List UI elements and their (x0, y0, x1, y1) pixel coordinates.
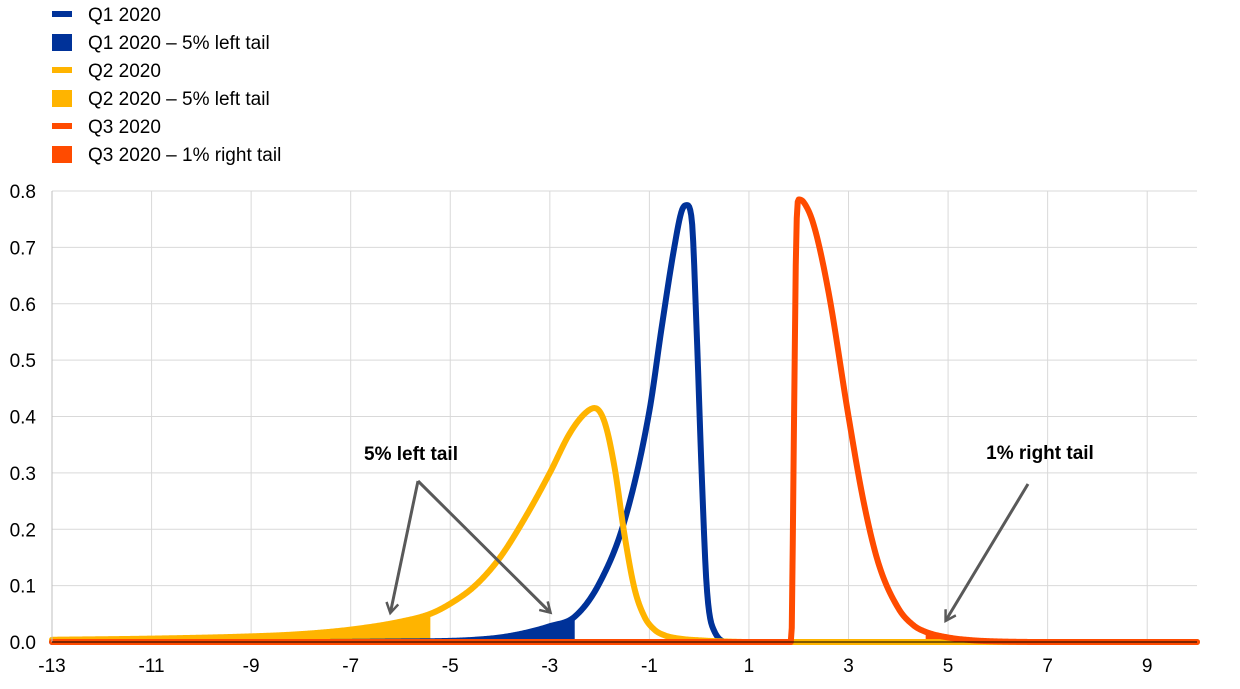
x-tick-label: -7 (342, 656, 359, 677)
annotation-left-tail-label: 5% left tail (364, 444, 458, 465)
y-tick-label: 0.8 (10, 182, 36, 203)
legend-label: Q3 2020 (88, 117, 161, 138)
annotation-arrow-right-tail (946, 483, 1030, 620)
annotation-right-tail-label: 1% right tail (986, 443, 1094, 464)
y-tick-label: 0.4 (10, 408, 37, 429)
x-tick-label: 9 (1142, 656, 1153, 677)
y-tick-label: 0.7 (10, 238, 36, 259)
legend-line-swatch (52, 123, 72, 129)
legend-label: Q1 2020 – 5% left tail (88, 33, 270, 54)
series-line-q3-2020 (49, 196, 1200, 645)
annotations: 5% left tail 1% right tail (364, 443, 1094, 620)
y-tick-label: 0.3 (10, 464, 36, 485)
x-tick-label: -1 (641, 656, 658, 677)
x-tick-label: 3 (843, 656, 854, 677)
legend-line-swatch (52, 11, 72, 17)
legend-area-swatch (52, 34, 72, 51)
y-tick-label: 0.2 (10, 520, 36, 541)
annotation-arrow-left-tail (416, 479, 550, 612)
y-tick-label: 0.0 (10, 633, 36, 654)
y-tick-label: 0.5 (10, 351, 36, 372)
legend-label: Q2 2020 – 5% left tail (88, 89, 270, 110)
x-tick-label: -13 (38, 656, 65, 677)
axes: 0.00.10.20.30.40.50.60.70.8-13 -11 -9 -7 -5-… (10, 182, 1197, 677)
legend-area-swatch (52, 90, 72, 107)
x-tick-label: -3 (541, 656, 558, 677)
x-tick-label: 5 (943, 656, 954, 677)
x-tick-label: 7 (1042, 656, 1053, 677)
x-tick-label: -11 (139, 656, 165, 677)
x-tick-label: 1 (744, 656, 755, 677)
legend-label: Q2 2020 (88, 61, 161, 82)
y-tick-label: 0.6 (10, 295, 36, 316)
legend: Q1 2020 Q1 2020 – 5% left tail Q2 2020 Q2 2… (52, 5, 281, 166)
legend-line-swatch (52, 67, 72, 73)
y-tick-label: 0.1 (10, 577, 36, 598)
density-lines (49, 196, 1200, 645)
legend-label: Q3 2020 – 1% right tail (88, 145, 281, 166)
x-tick-label: -9 (243, 656, 260, 677)
legend-area-swatch (52, 146, 72, 163)
series-line-q1-2020 (49, 202, 1200, 645)
legend-label: Q1 2020 (88, 5, 161, 26)
annotation-arrow-left-tail (391, 480, 420, 612)
tail-area-q2-2020 (52, 613, 431, 642)
gridlines (52, 190, 1197, 642)
x-tick-label: -5 (442, 656, 459, 677)
